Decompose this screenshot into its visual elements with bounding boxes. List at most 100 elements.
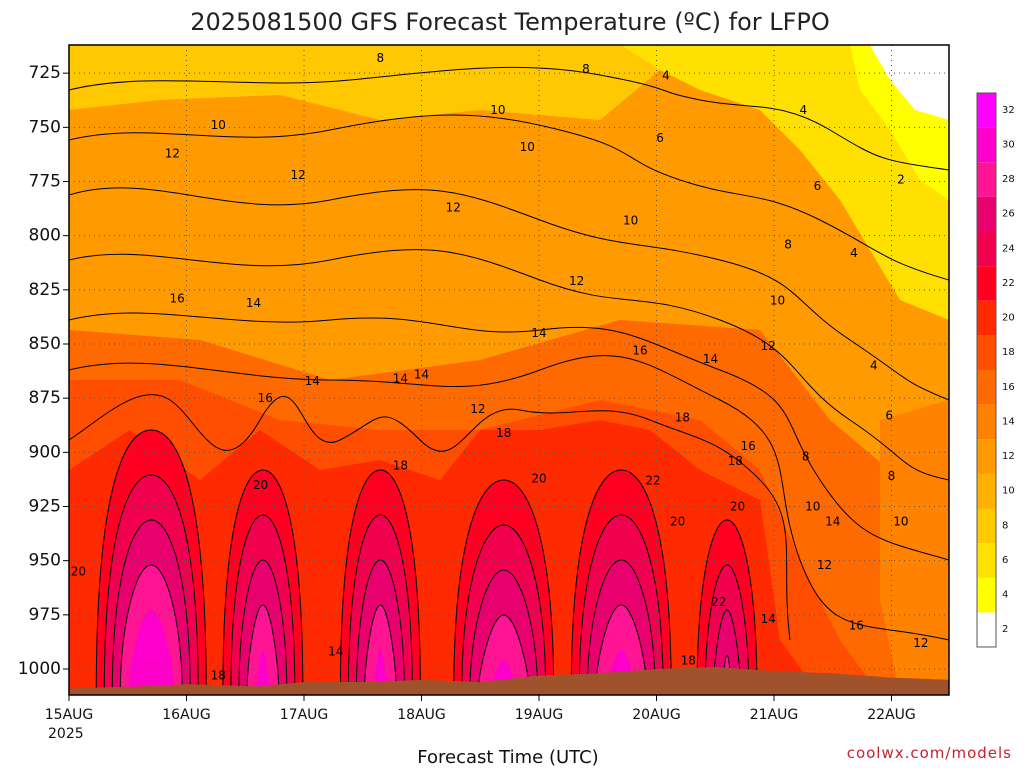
lobe-contour-2-1	[347, 514, 413, 695]
contour-label: 16	[741, 439, 756, 453]
contour-label: 8	[802, 450, 810, 464]
x-tick-label: 16AUG	[162, 707, 211, 723]
contour-label: 4	[850, 246, 858, 260]
contour-label: 14	[246, 296, 261, 310]
x-tick-label: 18AUG	[397, 707, 446, 723]
contour-label: 18	[211, 669, 226, 683]
contour-label: 12	[913, 636, 928, 650]
lobe-contour-1-2	[238, 559, 288, 695]
colorbar-swatch	[977, 231, 996, 267]
colorbar-swatch	[977, 300, 996, 336]
contour-line-6	[69, 394, 791, 641]
y-tick-label: 800	[29, 226, 61, 246]
contour-label: 16	[258, 391, 273, 405]
colorbar-label: 6	[1002, 555, 1008, 566]
lobe-contour-0-1	[103, 474, 199, 695]
contour-line-1	[69, 114, 949, 281]
contour-label: 8	[888, 469, 896, 483]
contour-line-3	[69, 249, 949, 481]
lobe-contour-3-3	[477, 614, 531, 695]
plot-frame	[68, 44, 950, 696]
contour-labels: 8 8 4 4 10 10 10 6 12 12 2 6 12 10 8 4 12 16 14 10 14 12 16 14 4…	[71, 51, 929, 683]
colorbar-swatch	[977, 543, 996, 578]
colorbar-label: 26	[1002, 209, 1015, 220]
contour-label: 12	[165, 146, 180, 160]
contour-label: 12	[290, 168, 305, 182]
lobe-contour-5-2	[712, 609, 742, 695]
lobe-contour-3-2	[469, 569, 539, 695]
lobe-contour-1-3	[246, 604, 280, 695]
contour-label: 4	[662, 68, 670, 82]
y-tick-label: 925	[29, 497, 61, 517]
y-tick-label: 975	[29, 605, 61, 625]
colorbar-label: 4	[1002, 590, 1008, 601]
lobe-contour-0-3	[119, 564, 183, 695]
colorbar-label: 2	[1002, 624, 1008, 635]
field-cold-0	[870, 45, 949, 120]
y-tick-label: 725	[29, 63, 61, 83]
contour-label: 20	[670, 515, 685, 529]
contour-label: 18	[675, 411, 690, 425]
colorbar-frame	[976, 92, 997, 648]
contour-label: 10	[805, 500, 820, 514]
colorbar-swatch	[977, 93, 996, 128]
lobe-contour-4-1	[578, 514, 664, 695]
contour-label: 8	[784, 237, 792, 251]
contour-label: 20	[730, 500, 745, 514]
contour-label: 14	[760, 612, 775, 626]
warm-lobe-1-level-4	[254, 650, 271, 695]
contour-label: 6	[885, 409, 893, 423]
warm-lobe-0-level-4	[128, 610, 175, 695]
colorbar-swatch	[977, 404, 996, 440]
lobe-contour-2-0	[339, 469, 421, 695]
contour-label: 2	[897, 172, 905, 186]
contour-label: 6	[656, 131, 664, 145]
contour-label: 12	[760, 339, 775, 353]
contour-label: 10	[623, 214, 638, 228]
contour-line-5	[69, 355, 949, 641]
contour-label: 16	[849, 619, 864, 633]
x-tick-label: 17AUG	[280, 707, 329, 723]
lobe-contour-3-0	[453, 479, 555, 695]
colorbar-swatch	[977, 127, 996, 163]
x-tick-label: 22AUG	[867, 707, 916, 723]
contour-label: 10	[490, 103, 505, 117]
temperature-fields	[69, 45, 949, 695]
lobe-contour-4-0	[570, 469, 672, 695]
contour-label: 14	[531, 326, 546, 340]
contour-label: 8	[582, 62, 590, 76]
lobe-contour-2-2	[355, 559, 405, 695]
lobe-contour-5-3	[721, 654, 733, 695]
colorbar-label: 8	[1002, 520, 1008, 531]
contour-label: 12	[569, 274, 584, 288]
contour-label: 18	[728, 454, 743, 468]
colorbar-swatch	[977, 473, 996, 509]
contour-line-4	[69, 312, 949, 561]
colorbar-label: 10	[1002, 486, 1015, 497]
credit-text: coolwx.com/models	[847, 744, 1012, 762]
contour-label: 20	[253, 478, 268, 492]
x-axis-ticks: 15AUG 16AUG 17AUG 18AUG 19AUG 20AUG 21AUG 22AUG	[45, 695, 916, 723]
contour-label: 12	[446, 201, 461, 215]
contour-label: 14	[328, 645, 343, 659]
contour-label: 18	[681, 653, 696, 667]
plot-area: 8 8 4 4 10 10 10 6 12 12 2 6 12 10 8 4 12 16 14 10 14 12 16 14 4…	[69, 45, 949, 695]
y-tick-label: 900	[29, 442, 61, 462]
contour-label: 20	[71, 565, 86, 579]
colorbar-swatch	[977, 196, 996, 232]
y-axis-ticks: 725 750 775 800 825 850 875 900 925 950 975 1000	[18, 63, 69, 679]
field-lower-right	[880, 400, 949, 695]
colorbar-label: 28	[1002, 174, 1015, 185]
contour-label: 14	[825, 515, 840, 529]
contour-label: 12	[470, 402, 485, 416]
colorbar-swatch	[977, 439, 996, 474]
contour-label: 14	[393, 372, 408, 386]
colorbar-label: 14	[1002, 416, 1015, 427]
contour-label: 10	[520, 140, 535, 154]
contour-label: 10	[770, 294, 785, 308]
contour-label: 12	[817, 558, 832, 572]
lobe-contour-0-2	[111, 519, 191, 695]
x-year-label: 2025	[48, 726, 84, 742]
